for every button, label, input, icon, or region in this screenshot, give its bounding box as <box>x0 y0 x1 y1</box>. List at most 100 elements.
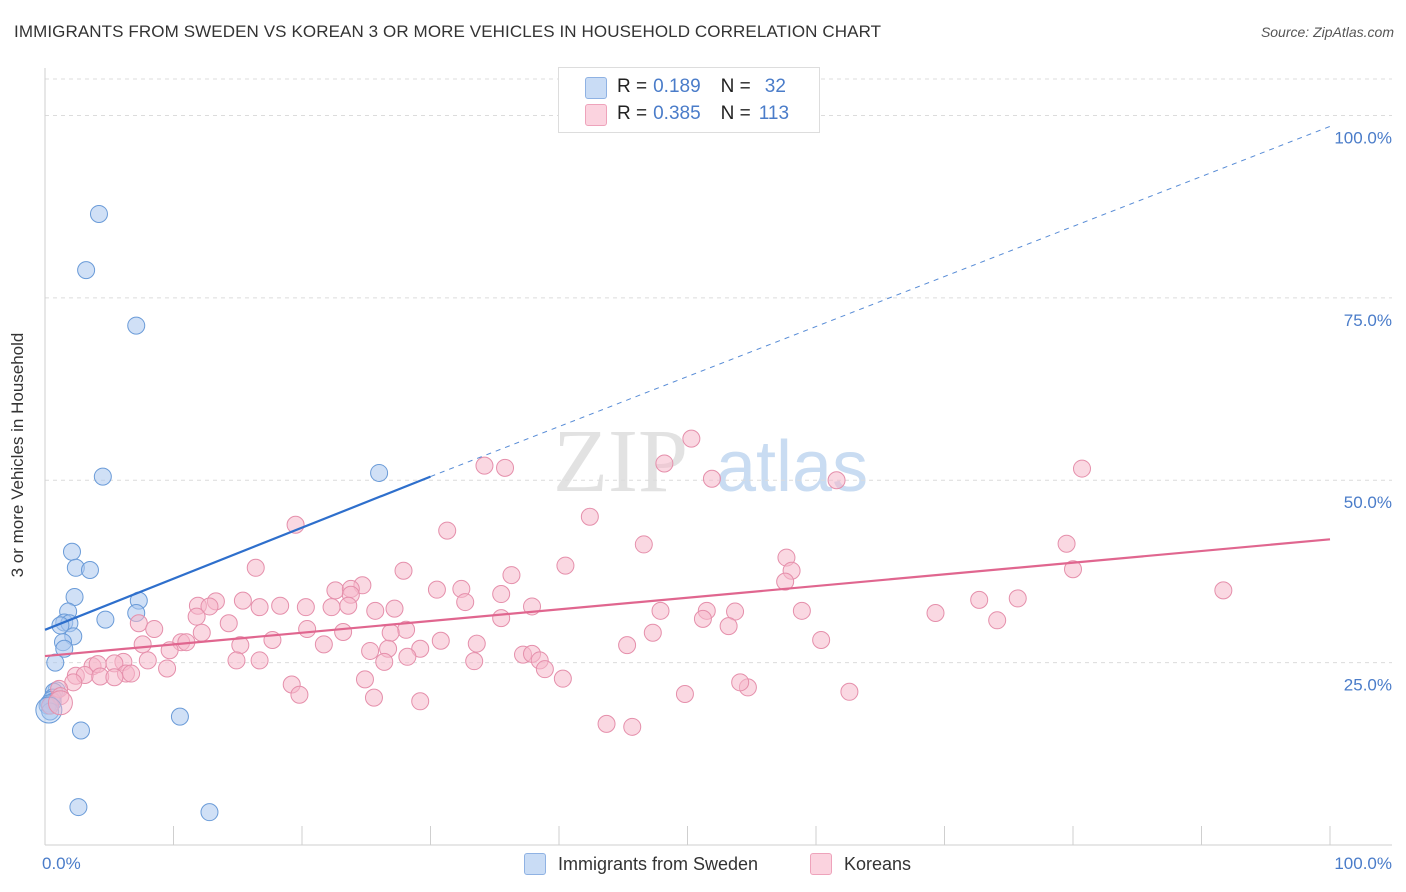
data-point <box>250 598 269 617</box>
data-point <box>62 542 81 561</box>
data-point <box>475 456 494 475</box>
data-point <box>105 668 124 687</box>
series-label-koreans: Koreans <box>844 853 912 874</box>
data-point <box>250 651 269 670</box>
data-point <box>926 604 945 623</box>
data-point <box>556 556 575 575</box>
data-point <box>394 561 413 580</box>
series-legend-sweden: Immigrants from Sweden <box>524 852 758 876</box>
legend-r-value: 0.385 <box>653 103 701 124</box>
data-point <box>361 641 380 660</box>
data-point <box>200 597 219 616</box>
data-point <box>296 598 315 617</box>
data-point <box>840 682 859 701</box>
legend-swatch-koreans <box>585 104 607 126</box>
data-point <box>1064 560 1082 579</box>
data-point <box>77 261 96 280</box>
data-point <box>170 707 189 726</box>
data-point <box>219 614 238 633</box>
data-point <box>233 591 252 610</box>
data-point <box>1008 589 1027 608</box>
legend-swatch-sweden <box>585 77 607 99</box>
data-point <box>227 651 246 670</box>
x-tick-label: 0.0% <box>42 854 81 873</box>
data-point <box>827 471 846 490</box>
watermark: ZIP atlas <box>553 412 868 511</box>
legend-r-value: 0.189 <box>653 76 701 97</box>
gridlines <box>45 78 1392 664</box>
data-point <box>326 581 345 600</box>
data-point <box>355 670 374 689</box>
data-points <box>35 204 1233 822</box>
y-tick-label: 100.0% <box>1334 128 1392 147</box>
data-point <box>431 631 450 650</box>
tick-labels: 25.0% 50.0% 75.0% 100.0% 0.0% 100.0% <box>42 128 1392 873</box>
data-point <box>580 507 599 526</box>
legend-n-value: 113 <box>758 103 790 124</box>
data-point <box>651 601 670 620</box>
data-point <box>496 458 515 477</box>
trend-line-extension-0 <box>430 125 1331 478</box>
data-point <box>1072 459 1091 478</box>
data-point <box>187 607 206 626</box>
data-point <box>122 664 141 683</box>
data-point <box>138 651 157 670</box>
data-point <box>467 634 486 653</box>
data-point <box>618 636 637 655</box>
data-point <box>776 572 795 591</box>
data-point <box>298 620 317 639</box>
y-tick-label: 75.0% <box>1344 311 1392 330</box>
data-point <box>492 609 511 628</box>
legend-r-label: R = <box>617 76 648 97</box>
legend-row-sweden: R = 0.189 N = 32 <box>617 74 786 100</box>
data-point <box>398 647 417 666</box>
watermark-atlas: atlas <box>716 427 868 507</box>
data-point <box>693 609 712 628</box>
data-point <box>334 622 353 641</box>
data-point <box>364 688 383 707</box>
data-point <box>702 469 721 488</box>
x-tick-label: 100.0% <box>1334 854 1392 873</box>
data-point <box>643 623 662 642</box>
series-legend-koreans: Koreans <box>810 852 911 876</box>
data-point <box>970 590 989 609</box>
data-point <box>535 660 554 679</box>
data-point <box>675 684 694 703</box>
data-point <box>438 521 457 540</box>
legend-n-value: 32 <box>764 76 786 97</box>
data-point-cluster <box>35 696 63 724</box>
data-point <box>411 692 430 711</box>
data-point <box>427 580 446 599</box>
data-point <box>411 639 430 658</box>
data-point <box>71 721 90 740</box>
series-points-1 <box>41 429 1233 736</box>
data-point <box>145 620 164 639</box>
data-point <box>634 535 653 554</box>
data-point <box>339 596 358 615</box>
y-tick-label: 25.0% <box>1344 676 1392 695</box>
data-point <box>200 803 219 822</box>
data-point <box>682 429 701 448</box>
data-point <box>492 585 511 604</box>
series-label-sweden: Immigrants from Sweden <box>558 853 759 874</box>
data-point <box>1214 581 1233 600</box>
data-point <box>96 610 115 629</box>
data-point <box>158 659 177 678</box>
data-point <box>385 599 404 618</box>
data-point <box>597 714 616 733</box>
data-point <box>80 560 99 579</box>
trend-lines <box>44 125 1331 658</box>
data-point <box>465 652 484 671</box>
legend-n-label: N = <box>720 103 751 124</box>
legend-n-label: N = <box>720 76 751 97</box>
data-point-cluster <box>47 690 73 716</box>
data-point <box>553 669 572 688</box>
data-point <box>133 635 152 654</box>
source-label: Source: ZipAtlas.com <box>1260 24 1394 40</box>
data-point <box>93 467 112 486</box>
data-point <box>246 558 265 577</box>
legend-row-koreans: R = 0.385 N = 113 <box>617 101 789 127</box>
data-point <box>314 635 333 654</box>
data-point <box>375 652 394 671</box>
